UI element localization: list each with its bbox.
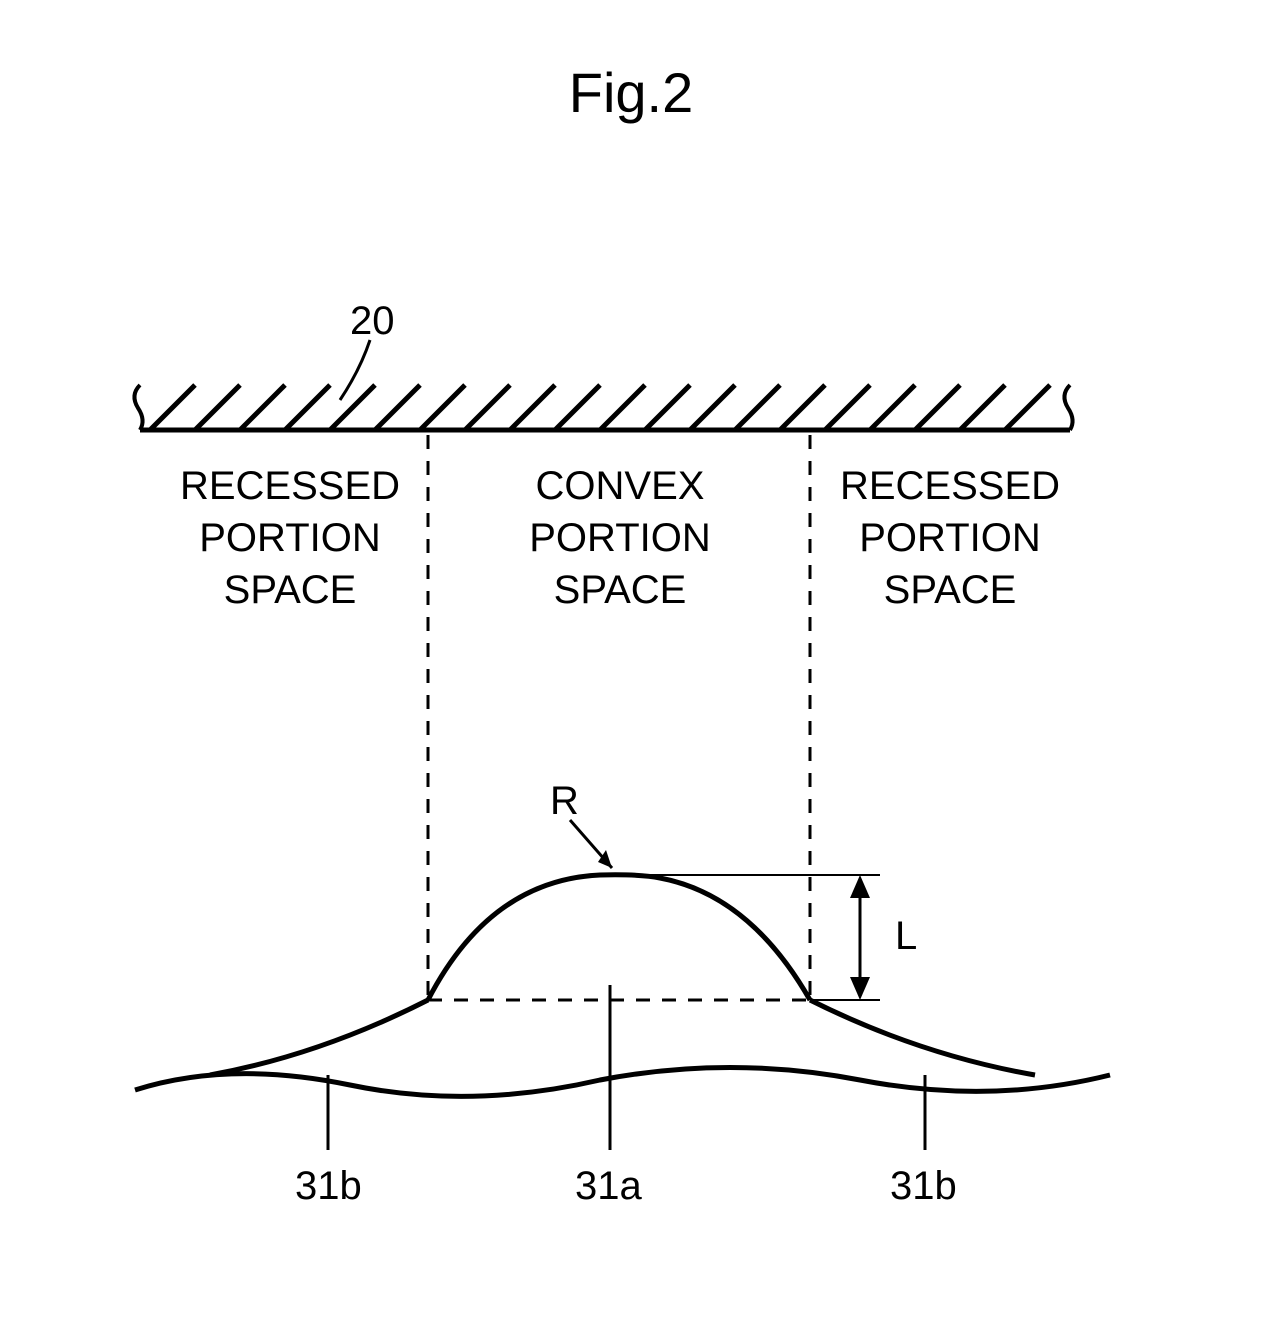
label-20: 20 — [350, 295, 395, 347]
label-recessed-left: RECESSED PORTION SPACE — [160, 460, 420, 616]
convex-curve — [428, 875, 810, 1000]
label-R: R — [550, 775, 579, 827]
label-31b-left: 31b — [295, 1160, 362, 1212]
label-recessed-right: RECESSED PORTION SPACE — [820, 460, 1080, 616]
L-dimension — [850, 875, 870, 1000]
slope-left — [210, 1000, 428, 1075]
diagram-svg — [0, 0, 1262, 1341]
label-31b-right: 31b — [890, 1160, 957, 1212]
slope-right — [810, 1000, 1035, 1075]
bottom-wave — [135, 1068, 1110, 1097]
hatched-surface — [134, 385, 1072, 430]
label-convex: CONVEX PORTION SPACE — [440, 460, 800, 616]
leader-R — [570, 820, 612, 868]
label-L: L — [895, 910, 917, 962]
label-31a: 31a — [575, 1160, 642, 1212]
